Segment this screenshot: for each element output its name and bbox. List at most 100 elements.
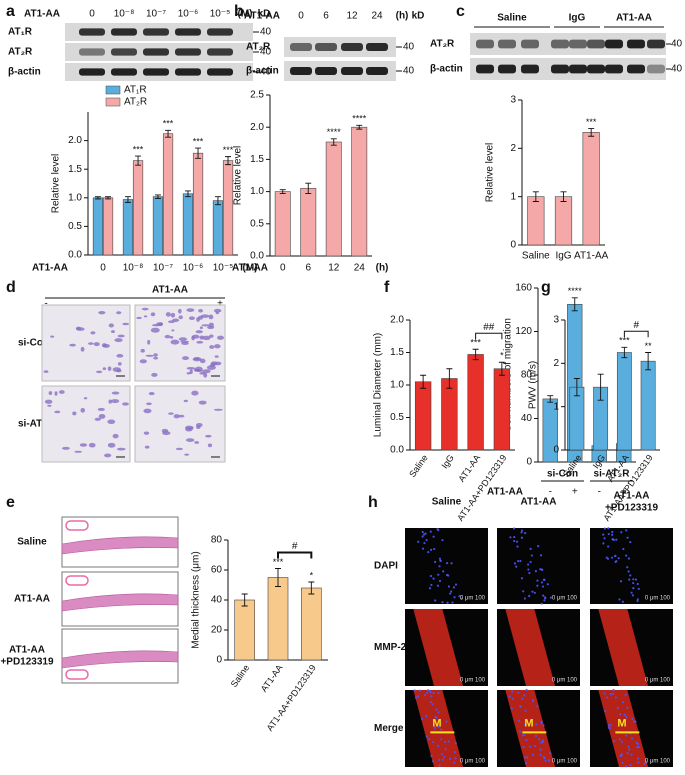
y-tick-label: 0.0 bbox=[250, 251, 264, 262]
nucleus bbox=[448, 757, 452, 760]
nucleus bbox=[611, 530, 614, 534]
legend-label: AT₁R bbox=[124, 85, 147, 96]
kd-label: kD bbox=[258, 9, 271, 20]
vessel-stain bbox=[505, 690, 556, 767]
nucleus bbox=[540, 581, 544, 584]
nucleus bbox=[531, 753, 535, 756]
column-label: + bbox=[217, 299, 223, 310]
nucleus bbox=[612, 538, 615, 541]
nucleus bbox=[630, 753, 633, 756]
bar bbox=[351, 126, 368, 257]
nucleus bbox=[629, 574, 632, 577]
error-bar bbox=[446, 368, 453, 389]
unit-label: (M) bbox=[238, 9, 253, 20]
nucleus bbox=[528, 571, 531, 575]
nucleus bbox=[626, 706, 629, 709]
nucleus bbox=[636, 757, 640, 760]
nucleus bbox=[607, 527, 610, 530]
nucleus bbox=[432, 535, 435, 538]
cell bbox=[153, 356, 158, 360]
cell bbox=[98, 310, 106, 315]
nucleus bbox=[428, 738, 431, 741]
nucleus bbox=[539, 753, 542, 756]
nucleus bbox=[438, 758, 441, 762]
scale-label: 0 μm 100 bbox=[645, 678, 671, 684]
blot-band bbox=[476, 39, 494, 49]
nucleus bbox=[429, 530, 432, 533]
nucleus bbox=[606, 696, 609, 699]
cell bbox=[111, 330, 115, 334]
nucleus bbox=[512, 527, 516, 530]
panel-letter: f bbox=[384, 279, 390, 296]
nucleus bbox=[536, 579, 539, 582]
nucleus bbox=[549, 596, 553, 599]
cell bbox=[207, 325, 215, 330]
nucleus bbox=[454, 742, 457, 745]
cell bbox=[203, 372, 208, 378]
error-bar bbox=[94, 196, 101, 200]
micrograph bbox=[590, 528, 673, 604]
bar bbox=[582, 132, 600, 246]
cell bbox=[72, 411, 77, 416]
cell bbox=[88, 342, 94, 345]
cell bbox=[187, 427, 194, 430]
nucleus bbox=[510, 707, 513, 710]
cell bbox=[102, 343, 110, 348]
significance: *** bbox=[163, 119, 174, 129]
nucleus bbox=[421, 530, 424, 534]
nucleus bbox=[520, 531, 523, 534]
marker-label: 40 bbox=[671, 39, 683, 50]
nucleus bbox=[430, 754, 433, 757]
cell bbox=[108, 399, 112, 404]
cell bbox=[114, 338, 123, 343]
error-bar bbox=[498, 361, 505, 376]
nucleus bbox=[427, 551, 430, 554]
y-tick-label: 2.0 bbox=[68, 135, 82, 146]
cell bbox=[186, 308, 195, 312]
y-axis-label: Relative level bbox=[485, 143, 496, 202]
x-tick-label: - bbox=[549, 487, 552, 498]
nucleus bbox=[513, 539, 516, 543]
nucleus bbox=[452, 586, 456, 589]
nucleus bbox=[607, 724, 610, 727]
nucleus bbox=[454, 757, 457, 760]
x-tick-label: 10⁻⁷ bbox=[153, 263, 173, 274]
column-label: AT1-AA bbox=[614, 491, 650, 502]
error-bar bbox=[241, 593, 248, 607]
x-prefix-label: AT1-AA bbox=[487, 487, 523, 498]
nucleus bbox=[535, 723, 538, 726]
nucleus bbox=[437, 573, 440, 576]
nucleus bbox=[444, 740, 447, 743]
nucleus bbox=[624, 693, 627, 696]
panel-letter: e bbox=[6, 494, 15, 511]
cell bbox=[195, 422, 203, 428]
nucleus bbox=[614, 560, 617, 564]
nucleus bbox=[529, 745, 532, 748]
nucleus bbox=[437, 725, 440, 728]
nucleus bbox=[519, 705, 522, 708]
y-axis-label: Relative level bbox=[51, 154, 62, 213]
nucleus bbox=[517, 560, 520, 563]
nucleus bbox=[607, 532, 610, 536]
lane-label: 10⁻⁶ bbox=[178, 9, 199, 20]
nucleus bbox=[626, 566, 629, 569]
error-bar bbox=[195, 147, 202, 159]
cell bbox=[198, 308, 203, 313]
nucleus bbox=[453, 761, 456, 764]
nucleus bbox=[533, 591, 536, 594]
cell bbox=[104, 453, 112, 458]
nucleus bbox=[603, 537, 606, 540]
error-bar bbox=[165, 129, 172, 138]
nucleus bbox=[614, 696, 618, 699]
cell bbox=[150, 312, 156, 317]
blot-header: AT1-AA bbox=[244, 11, 280, 22]
y-tick-label: 2.5 bbox=[250, 90, 264, 101]
vessel-wall bbox=[61, 650, 179, 669]
error-bar bbox=[330, 138, 337, 146]
y-axis-label: Medial thickness (μm) bbox=[191, 551, 202, 648]
x-tick-label: 24 bbox=[354, 263, 366, 274]
blot-band bbox=[79, 68, 105, 76]
cell bbox=[61, 446, 70, 450]
nucleus bbox=[619, 580, 623, 583]
